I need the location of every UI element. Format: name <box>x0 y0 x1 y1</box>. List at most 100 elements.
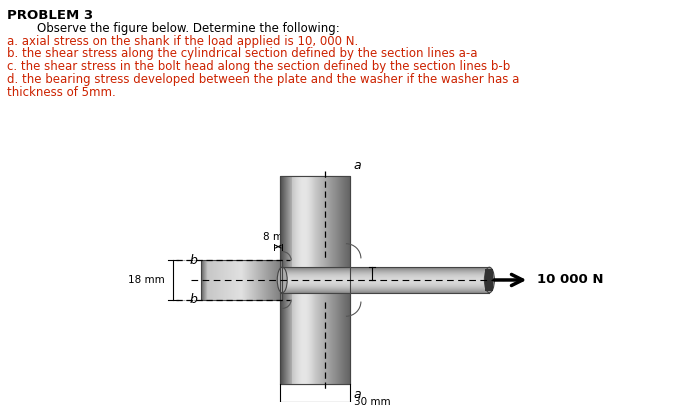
Bar <box>292 176 293 384</box>
Bar <box>243 260 244 299</box>
Bar <box>280 292 490 293</box>
Bar <box>343 176 344 384</box>
Bar <box>217 260 219 299</box>
Bar <box>258 260 259 299</box>
Bar <box>339 176 340 384</box>
Bar <box>238 260 240 299</box>
Bar <box>236 260 238 299</box>
Bar <box>290 176 291 384</box>
Bar <box>225 260 227 299</box>
Text: d. the bearing stress developed between the plate and the washer if the washer h: d. the bearing stress developed between … <box>7 73 519 86</box>
Bar <box>280 176 281 384</box>
Bar <box>280 290 490 291</box>
Bar <box>253 260 255 299</box>
Bar <box>280 269 490 270</box>
Bar <box>315 176 316 384</box>
Text: 10 000 N: 10 000 N <box>537 273 604 286</box>
Bar <box>337 176 338 384</box>
Bar <box>299 176 300 384</box>
Bar <box>280 273 490 274</box>
Bar <box>295 176 296 384</box>
Bar <box>257 260 258 299</box>
Bar <box>208 260 210 299</box>
Bar <box>348 176 349 384</box>
Bar <box>300 176 301 384</box>
Text: 8 mm: 8 mm <box>263 232 293 242</box>
Text: a: a <box>354 388 361 401</box>
Bar <box>335 176 336 384</box>
Bar <box>280 289 490 290</box>
Bar <box>259 260 260 299</box>
Bar <box>280 176 350 384</box>
Bar <box>265 260 266 299</box>
Bar <box>334 176 335 384</box>
Bar <box>200 260 282 299</box>
Bar <box>309 176 310 384</box>
Bar <box>280 275 490 276</box>
Bar <box>313 176 314 384</box>
Bar <box>327 176 328 384</box>
Bar <box>280 270 490 271</box>
Bar <box>212 260 213 299</box>
Text: c. the shear stress in the bolt head along the section defined by the section li: c. the shear stress in the bolt head alo… <box>7 60 511 73</box>
Text: b: b <box>189 293 198 306</box>
Text: b. the shear stress along the cylindrical section defined by the section lines a: b. the shear stress along the cylindrica… <box>7 47 478 60</box>
Bar <box>288 176 289 384</box>
Bar <box>280 271 490 272</box>
Bar <box>280 285 490 286</box>
Bar <box>230 260 232 299</box>
Bar <box>280 291 490 292</box>
Bar <box>266 260 268 299</box>
Bar <box>277 260 278 299</box>
Bar <box>326 176 327 384</box>
Bar <box>280 287 490 288</box>
Bar <box>270 260 272 299</box>
Bar <box>305 176 306 384</box>
Bar <box>202 260 204 299</box>
Bar <box>345 176 346 384</box>
Bar <box>280 274 490 275</box>
Bar <box>264 260 265 299</box>
Bar <box>280 280 490 281</box>
Bar <box>317 176 318 384</box>
Text: PROBLEM 3: PROBLEM 3 <box>7 9 94 22</box>
Bar <box>280 293 490 294</box>
Bar <box>341 176 342 384</box>
Bar <box>285 176 287 384</box>
Bar <box>280 281 490 282</box>
Bar <box>294 176 295 384</box>
Bar <box>307 176 308 384</box>
Bar <box>247 260 249 299</box>
Bar <box>276 260 277 299</box>
Bar <box>312 176 313 384</box>
Bar <box>279 260 280 299</box>
Bar <box>280 282 490 283</box>
Bar <box>272 260 273 299</box>
Bar <box>314 176 315 384</box>
Bar <box>273 260 274 299</box>
Text: b: b <box>189 254 198 267</box>
Bar <box>280 277 490 278</box>
Bar <box>249 260 251 299</box>
Bar <box>289 176 290 384</box>
Bar <box>246 260 247 299</box>
Bar <box>268 260 270 299</box>
Bar <box>304 176 305 384</box>
Bar <box>331 176 332 384</box>
Bar <box>301 176 302 384</box>
Bar <box>297 176 298 384</box>
Bar <box>347 176 348 384</box>
Bar <box>298 176 299 384</box>
Bar <box>485 269 494 291</box>
Bar <box>275 260 276 299</box>
Bar <box>296 176 297 384</box>
Bar <box>318 176 319 384</box>
Bar <box>333 176 334 384</box>
Bar <box>338 176 339 384</box>
Bar <box>329 176 330 384</box>
Bar <box>325 176 326 384</box>
Bar <box>278 260 279 299</box>
Bar <box>200 260 202 299</box>
Bar <box>280 286 490 287</box>
Bar <box>255 260 257 299</box>
